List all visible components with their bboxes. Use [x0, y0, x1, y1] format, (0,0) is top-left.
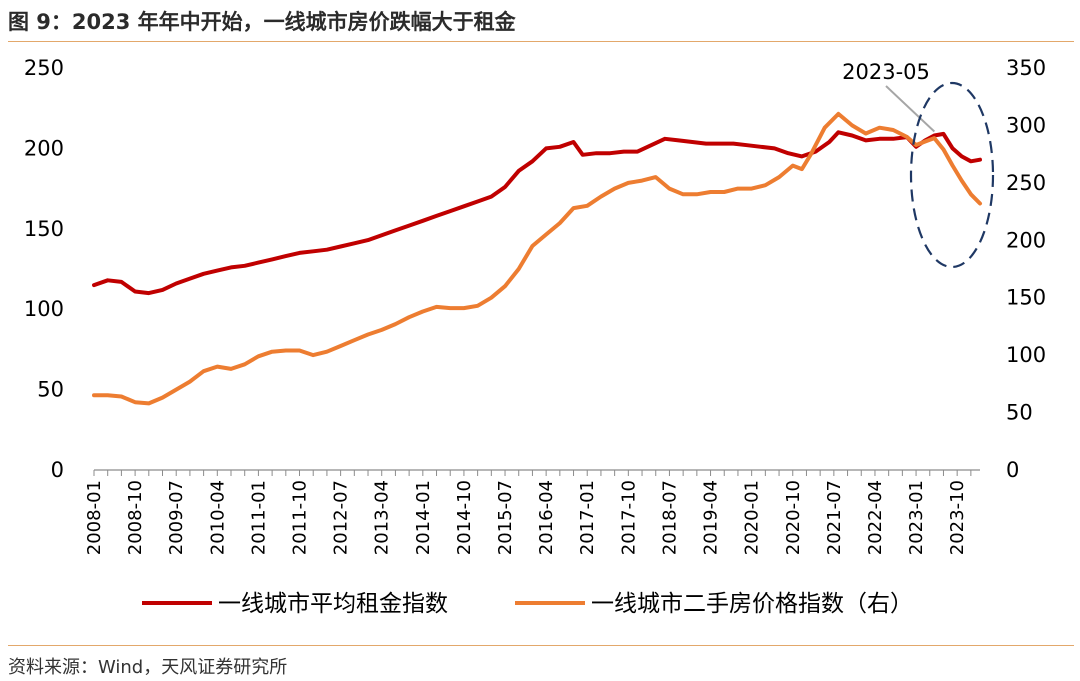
- x-tick-label: 2011-01: [248, 480, 269, 555]
- y-right-tick-label: 150: [1006, 286, 1046, 310]
- top-rule: [8, 41, 1074, 42]
- y-left-tick-label: 0: [51, 458, 64, 482]
- x-tick-label: 2015-07: [495, 480, 516, 555]
- legend-label: 一线城市二手房价格指数（右）: [591, 591, 913, 617]
- x-tick-label: 2012-07: [331, 480, 352, 555]
- chart-annotation: 2023-05: [842, 60, 995, 269]
- annotation-label: 2023-05: [842, 60, 930, 84]
- annotation-pointer: [885, 85, 936, 133]
- chart-axes: 0 50 100 150 200 250 0 50 100 150 200 250 300 350 2008…: [24, 56, 1046, 555]
- highlight-ellipse: [909, 81, 995, 269]
- y-right-tick-label: 350: [1006, 56, 1046, 80]
- x-tick-label: 2016-04: [536, 480, 557, 555]
- x-tick-label: 2023-10: [947, 480, 968, 555]
- x-tick-label: 2008-10: [125, 480, 146, 555]
- y-right-tick-label: 250: [1006, 171, 1046, 195]
- x-tick-label: 2009-07: [166, 480, 187, 555]
- x-tick-label: 2017-10: [618, 480, 639, 555]
- y-right-tick-label: 300: [1006, 113, 1046, 137]
- price-index-line: [92, 111, 982, 406]
- bottom-rule: [8, 645, 1074, 646]
- y-left-tick-label: 150: [24, 217, 64, 241]
- x-tick-label: 2023-01: [906, 480, 927, 555]
- y-right-tick-label: 50: [1006, 401, 1033, 425]
- x-tick-label: 2013-04: [372, 480, 393, 555]
- x-tick-label: 2018-07: [659, 480, 680, 555]
- y-left-tick-label: 50: [37, 378, 64, 402]
- legend-label: 一线城市平均租金指数: [218, 591, 448, 617]
- x-tick-label: 2014-10: [454, 480, 475, 555]
- chart-legend: 一线城市平均租金指数 一线城市二手房价格指数（右）: [142, 591, 913, 617]
- x-tick-label: 2017-01: [577, 480, 598, 555]
- y-right-tick-label: 100: [1006, 343, 1046, 367]
- rent-index-line: [92, 130, 982, 296]
- chart-series: [92, 111, 982, 406]
- x-tick-label: 2020-10: [783, 480, 804, 555]
- y-right-tick-label: 0: [1006, 458, 1019, 482]
- x-tick-label: 2019-04: [701, 480, 722, 555]
- y-left-tick-label: 200: [24, 136, 64, 160]
- x-tick-label: 2011-10: [290, 480, 311, 555]
- x-tick-label: 2008-01: [84, 480, 105, 555]
- y-left-tick-label: 250: [24, 56, 64, 80]
- y-left-tick-label: 100: [24, 297, 64, 321]
- figure-title: 图 9：2023 年年中开始，一线城市房价跌幅大于租金: [8, 10, 516, 34]
- x-tick-label: 2022-04: [865, 480, 886, 555]
- x-tick-label: 2014-01: [413, 480, 434, 555]
- x-tick-label: 2010-04: [207, 480, 228, 555]
- y-right-tick-label: 200: [1006, 228, 1046, 252]
- source-note: 资料来源：Wind，天风证券研究所: [8, 657, 288, 678]
- x-tick-label: 2021-07: [824, 480, 845, 555]
- x-tick-label: 2020-01: [742, 480, 763, 555]
